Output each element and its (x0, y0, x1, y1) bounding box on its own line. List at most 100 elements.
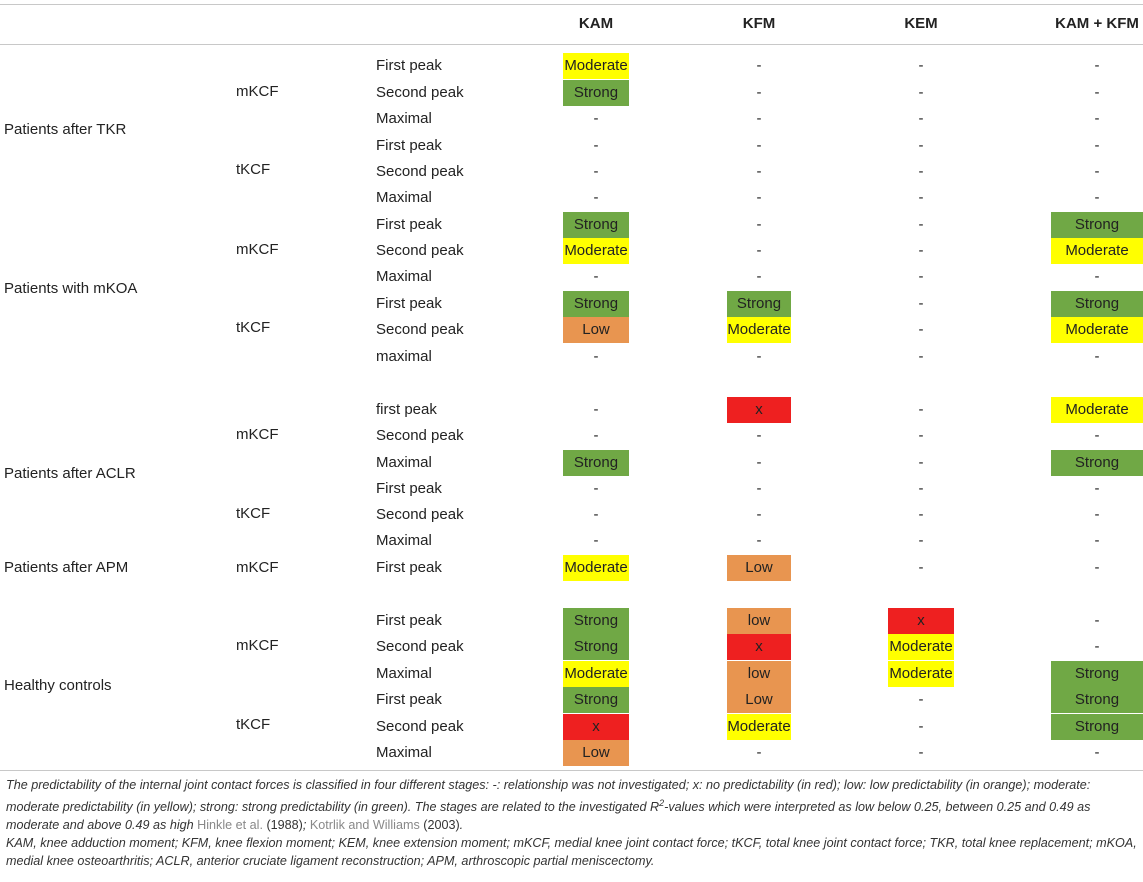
empty-cell: - (918, 137, 924, 154)
empty-cell: - (1094, 189, 1100, 206)
empty-cell: - (593, 348, 599, 365)
predictability-badge: Strong (563, 291, 629, 317)
empty-cell: - (918, 506, 924, 523)
empty-cell: - (756, 110, 762, 127)
predictability-badge: Strong (1051, 450, 1143, 476)
predictability-badge: Strong (563, 450, 629, 476)
column-header-kam: KAM (578, 15, 614, 32)
column-header-kam-kfm: KAM + KFM (1055, 15, 1139, 32)
empty-cell: - (918, 216, 924, 233)
predictability-badge: Moderate (563, 661, 629, 687)
empty-cell: - (1094, 268, 1100, 285)
column-header-kem: KEM (904, 15, 938, 32)
empty-cell: - (756, 57, 762, 74)
empty-cell: - (1094, 480, 1100, 497)
row-label: First peak (376, 137, 442, 154)
bottom-rule (0, 770, 1143, 771)
predictability-badge: Strong (1051, 291, 1143, 317)
predictability-badge: x (727, 634, 791, 660)
empty-cell: - (756, 189, 762, 206)
predictability-badge: Strong (563, 212, 629, 238)
predictability-badge: Moderate (1051, 397, 1143, 423)
force-label: mKCF (236, 241, 279, 258)
row-label: Maximal (376, 189, 432, 206)
empty-cell: - (918, 718, 924, 735)
predictability-badge: Low (563, 740, 629, 766)
empty-cell: - (918, 559, 924, 576)
predictability-badge: Low (563, 317, 629, 343)
row-label: First peak (376, 559, 442, 576)
predictability-badge: Strong (563, 80, 629, 106)
empty-cell: - (1094, 57, 1100, 74)
row-label: First peak (376, 216, 442, 233)
empty-cell: - (918, 268, 924, 285)
predictability-badge: x (727, 397, 791, 423)
predictability-badge: Low (727, 687, 791, 713)
empty-cell: - (918, 84, 924, 101)
empty-cell: - (918, 348, 924, 365)
footnote-paragraph-2: KAM, knee adduction moment; KFM, knee fl… (6, 836, 1137, 869)
predictability-badge: x (563, 714, 629, 740)
predictability-badge: low (727, 608, 791, 634)
predictability-badge: Strong (727, 291, 791, 317)
empty-cell: - (918, 57, 924, 74)
top-rule (0, 4, 1143, 5)
empty-cell: - (1094, 744, 1100, 761)
row-label: Second peak (376, 321, 464, 338)
empty-cell: - (593, 532, 599, 549)
empty-cell: - (918, 480, 924, 497)
empty-cell: - (756, 506, 762, 523)
row-label: First peak (376, 691, 442, 708)
row-label: Second peak (376, 84, 464, 101)
empty-cell: - (1094, 532, 1100, 549)
empty-cell: - (593, 110, 599, 127)
empty-cell: - (918, 532, 924, 549)
empty-cell: - (1094, 163, 1100, 180)
empty-cell: - (918, 454, 924, 471)
empty-cell: - (756, 137, 762, 154)
empty-cell: - (1094, 348, 1100, 365)
empty-cell: - (593, 401, 599, 418)
row-label: Maximal (376, 268, 432, 285)
predictability-badge: low (727, 661, 791, 687)
force-label: tKCF (236, 716, 271, 733)
predictability-badge: Strong (563, 608, 629, 634)
predictability-badge: Strong (1051, 687, 1143, 713)
empty-cell: - (918, 321, 924, 338)
force-label: tKCF (236, 505, 271, 522)
footnote-paragraph-1: The predictability of the internal joint… (6, 778, 1091, 833)
row-label: Second peak (376, 242, 464, 259)
predictability-badge: Moderate (888, 634, 954, 660)
force-label: tKCF (236, 161, 271, 178)
force-label: mKCF (236, 426, 279, 443)
predictability-badge: Moderate (727, 317, 791, 343)
empty-cell: - (918, 691, 924, 708)
row-label: Maximal (376, 454, 432, 471)
row-label: First peak (376, 612, 442, 629)
predictability-badge: Strong (563, 634, 629, 660)
reference-link-kotrlik[interactable]: Kotrlik and Williams (2003) (309, 818, 460, 833)
empty-cell: - (918, 295, 924, 312)
group-label: Patients after ACLR (4, 465, 136, 482)
reference-link-hinkle[interactable]: Hinkle et al. (1988) (197, 818, 303, 833)
predictability-badge: x (888, 608, 954, 634)
predictability-badge: Low (727, 555, 791, 581)
row-label: Second peak (376, 506, 464, 523)
empty-cell: - (918, 744, 924, 761)
empty-cell: - (593, 163, 599, 180)
force-label: mKCF (236, 637, 279, 654)
empty-cell: - (918, 110, 924, 127)
row-label: maximal (376, 348, 432, 365)
predictability-badge: Strong (1051, 661, 1143, 687)
predictability-badge: Moderate (563, 555, 629, 581)
predictability-badge: Strong (1051, 212, 1143, 238)
force-label: mKCF (236, 559, 279, 576)
empty-cell: - (756, 454, 762, 471)
empty-cell: - (756, 744, 762, 761)
empty-cell: - (1094, 427, 1100, 444)
empty-cell: - (1094, 612, 1100, 629)
empty-cell: - (918, 163, 924, 180)
group-label: Patients after TKR (4, 121, 127, 138)
row-label: Maximal (376, 110, 432, 127)
predictability-badge: Moderate (1051, 238, 1143, 264)
